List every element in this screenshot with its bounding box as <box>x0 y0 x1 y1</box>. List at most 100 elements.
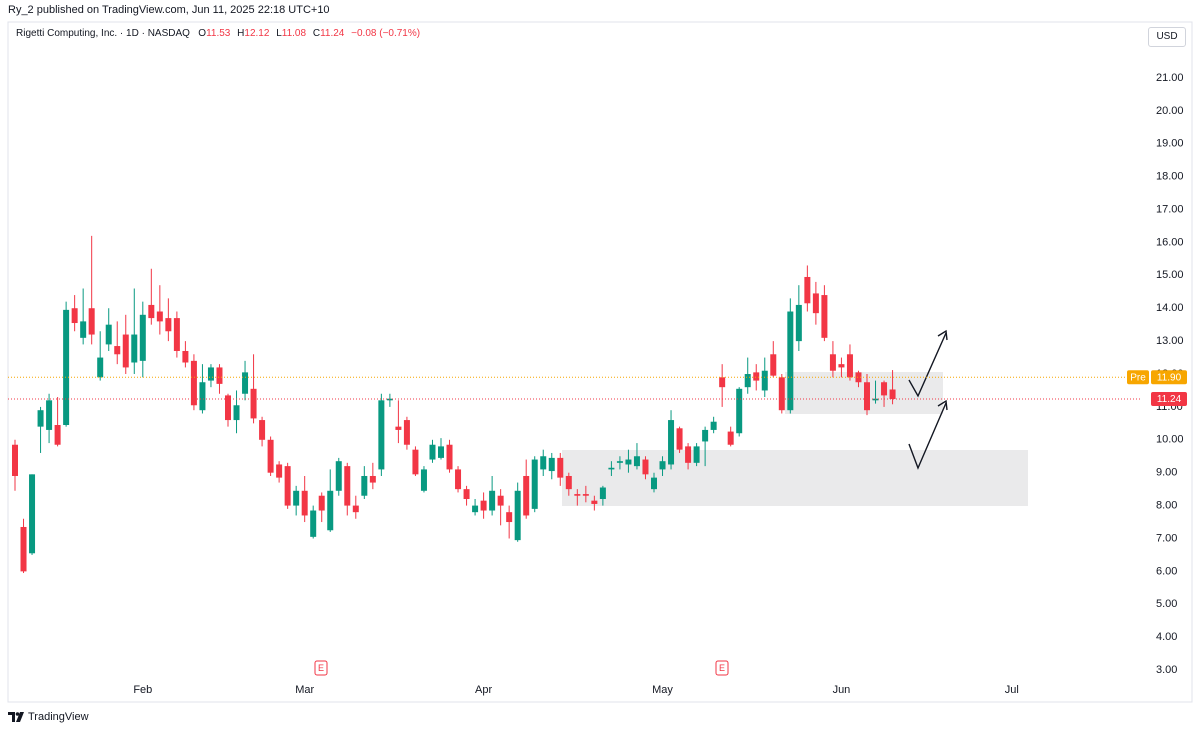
x-tick-label: Feb <box>133 684 152 696</box>
h-label: H <box>237 28 245 39</box>
candle-body <box>29 474 36 554</box>
y-tick-label: 16.00 <box>1156 236 1184 248</box>
candle-body <box>233 405 240 421</box>
candle-body <box>361 475 368 496</box>
arrow <box>908 332 947 398</box>
symbol: Rigetti Computing, Inc. · 1D · NASDAQ <box>16 28 190 39</box>
candle-body <box>523 475 530 516</box>
candle-body <box>352 505 359 513</box>
candle-body <box>710 421 717 430</box>
candle-body <box>855 372 862 383</box>
earnings-badge <box>715 660 729 676</box>
candle-body <box>250 388 257 419</box>
currency-button[interactable]: USD <box>1148 27 1186 47</box>
y-tick-label: 13.00 <box>1156 335 1184 347</box>
y-tick-label: 10.00 <box>1156 434 1184 446</box>
change: −0.08 (−0.71%) <box>351 28 421 39</box>
candle-body <box>557 457 564 478</box>
y-tick-label: 9.00 <box>1156 467 1177 479</box>
candle-body <box>114 346 121 355</box>
candle-body <box>531 459 538 509</box>
y-tick-label: 17.00 <box>1156 203 1184 215</box>
candle-body <box>139 314 146 361</box>
y-tick-label: 4.00 <box>1156 631 1177 643</box>
x-tick-label: Mar <box>295 684 314 696</box>
candle-body <box>744 374 751 388</box>
candle-body <box>676 428 683 450</box>
candle-body <box>668 420 675 465</box>
candle-body <box>327 490 334 531</box>
l-label: L <box>276 28 282 39</box>
candle-body <box>46 400 53 430</box>
low-value: 11.08 <box>281 28 307 39</box>
y-tick-label: 18.00 <box>1156 171 1184 183</box>
candle-body <box>267 439 274 473</box>
y-tick-label: 15.00 <box>1156 269 1184 281</box>
y-tick-label: 14.00 <box>1156 302 1184 314</box>
candle-body <box>693 446 700 463</box>
candle-body <box>63 309 70 425</box>
candle-body <box>778 377 785 411</box>
candle-body <box>753 372 760 381</box>
c-label: C <box>312 28 321 39</box>
candle-body <box>795 304 802 342</box>
candle-body <box>514 490 521 541</box>
candle-body <box>591 500 598 504</box>
earnings-badge <box>314 660 328 676</box>
candle-body <box>438 446 444 458</box>
candle-body <box>301 490 308 516</box>
candle-body <box>864 382 870 411</box>
last-price-box <box>1151 392 1187 407</box>
candle-body <box>506 512 513 523</box>
candle-body <box>804 276 811 304</box>
publisher-line: Ry_2 published on TradingView.com, Jun 1… <box>8 4 330 16</box>
candle-body <box>812 293 819 314</box>
candle-body <box>838 364 845 368</box>
pre-price-label: 11.90 <box>1157 372 1182 383</box>
candle-body <box>105 324 112 345</box>
open-value: 11.53 <box>206 28 231 39</box>
brand-logo <box>8 712 24 722</box>
candle-body <box>480 500 487 511</box>
candle-body <box>633 456 640 467</box>
candle-body <box>472 505 479 513</box>
x-tick-label: Jul <box>1005 684 1019 696</box>
candle-body <box>182 350 189 363</box>
candle-body <box>412 449 419 475</box>
candle-body <box>702 429 709 442</box>
candle-body <box>548 457 555 472</box>
y-tick-label: 3.00 <box>1156 664 1177 676</box>
candle-body <box>565 475 572 490</box>
candle-body <box>616 461 623 463</box>
candle-body <box>429 444 436 460</box>
arrow <box>908 402 947 470</box>
candle-body <box>787 311 794 411</box>
candle-body <box>310 510 317 537</box>
candle-body <box>148 304 155 319</box>
candle-body <box>88 308 95 335</box>
candle-body <box>489 490 496 511</box>
y-tick-label: 19.00 <box>1156 138 1184 150</box>
candle-body <box>242 372 249 394</box>
candle-body <box>156 311 163 322</box>
x-tick-label: Jun <box>833 684 851 696</box>
annotation-arrows <box>908 329 948 470</box>
candle-body <box>12 444 18 476</box>
candle-body <box>216 367 223 384</box>
candle-body <box>71 308 78 324</box>
candle-body <box>369 475 376 483</box>
y-tick-label: 8.00 <box>1156 499 1177 511</box>
earnings-marker: E E <box>314 660 729 676</box>
candle-body <box>37 410 44 427</box>
candles <box>12 235 896 574</box>
candle-body <box>736 388 743 434</box>
earnings-label: E <box>719 663 725 673</box>
candle-body <box>446 444 453 470</box>
candle-body <box>651 477 657 490</box>
candle-body <box>889 389 896 400</box>
x-tick-label: May <box>652 684 673 696</box>
candle-body <box>719 377 726 388</box>
candle-body <box>420 469 427 491</box>
candle-body <box>80 321 87 338</box>
